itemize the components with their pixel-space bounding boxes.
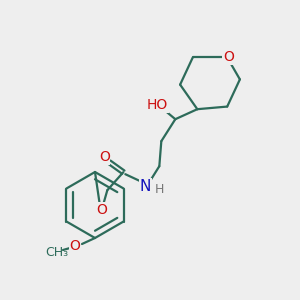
Text: HO: HO bbox=[147, 98, 168, 112]
Text: O: O bbox=[70, 239, 80, 253]
Text: O: O bbox=[99, 150, 110, 164]
Text: N: N bbox=[140, 179, 151, 194]
Text: O: O bbox=[96, 203, 107, 217]
Text: H: H bbox=[154, 183, 164, 196]
Text: CH₃: CH₃ bbox=[45, 245, 69, 259]
Text: O: O bbox=[223, 50, 234, 64]
